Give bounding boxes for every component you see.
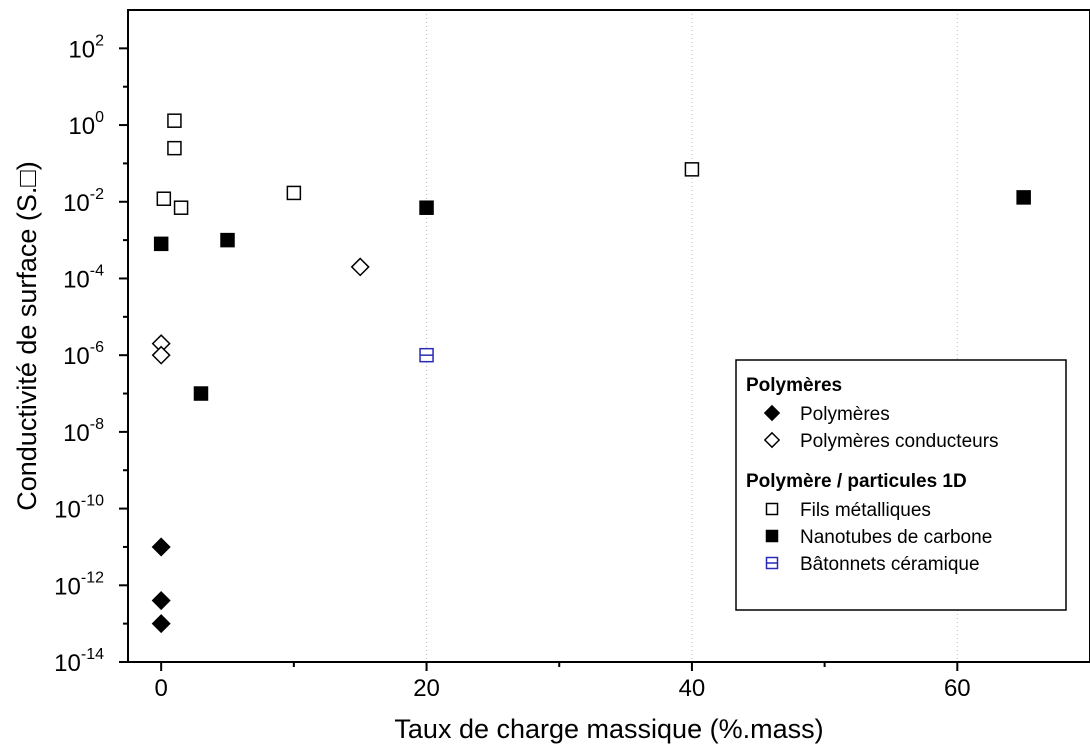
marker-shape	[419, 200, 434, 215]
marker-shape	[173, 200, 189, 215]
y-tick-label: 10-10	[54, 493, 104, 524]
marker-shape	[156, 191, 172, 206]
data-point-polymeres	[151, 537, 171, 557]
marker-shape	[765, 529, 779, 543]
y-tick-label: 10-4	[63, 262, 104, 293]
marker-shape	[151, 345, 171, 365]
data-point-polymeres-conducteurs	[350, 257, 370, 277]
marker-shape	[153, 236, 169, 252]
marker-shape	[151, 537, 171, 557]
legend-box	[735, 359, 1067, 611]
data-point-fils-metalliques	[167, 140, 182, 156]
data-point-polymeres-conducteurs	[151, 345, 171, 365]
x-axis: 0 20 40 60	[154, 662, 971, 702]
grid-lines	[426, 10, 958, 662]
legend-marker-polymeres-conducteurs	[763, 431, 781, 449]
data-point-fils-metalliques	[286, 185, 302, 201]
data-point-fils-metalliques	[167, 113, 182, 128]
legend-marker-nanotubes-de-carbone	[765, 529, 779, 543]
marker-shape	[151, 591, 171, 611]
data-point-fils-metalliques	[684, 162, 700, 177]
x-tick-label: 0	[154, 675, 167, 702]
y-tick-label: 100	[68, 109, 104, 140]
marker-shape	[151, 614, 171, 634]
y-tick-label: 10-12	[54, 569, 104, 600]
legend-marker-polymeres	[763, 404, 781, 422]
data-point-polymeres	[151, 614, 171, 634]
y-tick-label: 10-8	[63, 416, 104, 447]
data-point-nanotubes-de-carbone	[153, 236, 169, 252]
marker-shape	[167, 140, 182, 156]
data-point-polymeres	[151, 591, 171, 611]
data-point-nanotubes-de-carbone	[193, 386, 209, 401]
data-point-batonnets-ceramique	[419, 347, 434, 363]
x-axis-title: Taux de charge massique (%.mass)	[394, 714, 823, 744]
data-point-nanotubes-de-carbone	[419, 200, 434, 215]
legend-group-title: Polymères	[746, 375, 842, 396]
data-points	[151, 113, 1031, 634]
marker-shape	[220, 232, 235, 248]
marker-shape	[286, 185, 302, 201]
x-tick-label: 60	[944, 675, 971, 702]
y-tick-label: 10-14	[54, 646, 104, 677]
legend: Polymères Polymères Polymères conducteurs P…	[735, 359, 1067, 611]
marker-shape	[1016, 190, 1031, 205]
marker-shape	[193, 386, 209, 401]
marker-shape	[765, 502, 779, 516]
marker-shape	[684, 162, 700, 177]
legend-marker-batonnets-ceramique	[765, 556, 779, 570]
data-point-nanotubes-de-carbone	[220, 232, 235, 248]
legend-label-batonnets-ceramique: Bâtonnets céramique	[800, 554, 980, 575]
marker-shape	[167, 113, 182, 128]
y-tick-label: 10-2	[63, 186, 104, 217]
data-point-fils-metalliques	[156, 191, 172, 206]
legend-label-nanotubes-de-carbone: Nanotubes de carbone	[800, 527, 992, 548]
data-point-nanotubes-de-carbone	[1016, 190, 1031, 205]
marker-shape	[763, 431, 781, 449]
y-axis: 102 100 10-2 10-4 10-6 10-8 10-10 10-12 10-14	[54, 32, 128, 677]
y-tick-label: 102	[68, 32, 104, 63]
legend-label-fils-metalliques: Fils métalliques	[800, 500, 931, 521]
marker-shape	[350, 257, 370, 277]
marker-shape	[763, 404, 781, 422]
legend-group-title: Polymère / particules 1D	[746, 471, 967, 492]
legend-marker-fils-metalliques	[765, 502, 779, 516]
legend-label-polymeres: Polymères	[800, 404, 890, 425]
legend-label-polymeres-conducteurs: Polymères conducteurs	[800, 431, 999, 452]
x-tick-label: 20	[413, 675, 440, 702]
data-point-fils-metalliques	[173, 200, 189, 215]
x-tick-label: 40	[679, 675, 706, 702]
y-axis-title: Conductivité de surface (S.□)	[12, 161, 42, 510]
y-tick-label: 10-6	[63, 339, 104, 370]
plot-frame	[127, 9, 1090, 663]
